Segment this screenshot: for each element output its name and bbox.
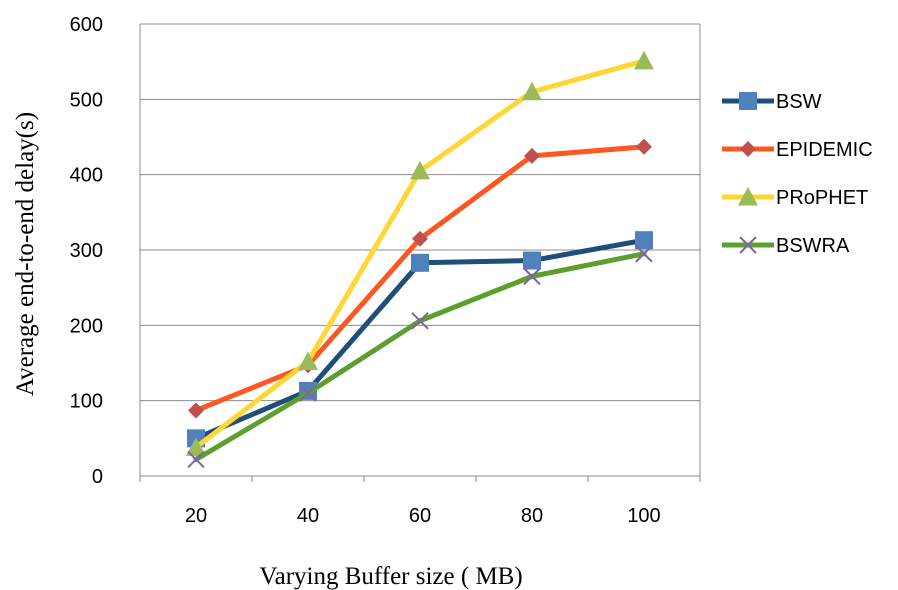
legend-item-bsw: BSW (722, 91, 822, 113)
y-tick-label: 100 (70, 391, 103, 413)
series-line (193, 144, 647, 413)
series-epidemic (188, 138, 652, 419)
x-tick-label: 40 (297, 505, 319, 527)
y-tick-label: 300 (70, 240, 103, 262)
grid-lines (140, 23, 700, 402)
y-tick-label: 200 (70, 315, 103, 337)
y-tick-label: 0 (92, 466, 103, 488)
y-tick-labels: 0 100 200 300 400 500 600 (70, 14, 103, 488)
x-tick-labels: 20 40 60 80 100 (185, 505, 661, 527)
y-tick-label: 600 (70, 14, 103, 36)
series-line (193, 251, 647, 462)
legend-label: EPIDEMIC (776, 139, 873, 161)
data-point (299, 384, 317, 402)
data-point (298, 351, 318, 370)
data-point (634, 50, 654, 70)
data-point (522, 81, 542, 101)
legend-label: BSW (776, 91, 822, 113)
x-tick-label: 20 (185, 505, 207, 527)
legend-item-prophet: PRoPHET (722, 187, 868, 209)
legend-item-epidemic: EPIDEMIC (722, 139, 873, 161)
series-bswra (187, 245, 653, 469)
legend-label: PRoPHET (776, 187, 868, 209)
data-point (636, 138, 652, 155)
legend-swatch-marker (739, 92, 757, 110)
y-axis-title: Average end-to-end delay(s) (12, 112, 39, 396)
series (186, 50, 654, 469)
data-point (523, 267, 541, 286)
legend-swatch-marker (738, 187, 758, 206)
x-tick-label: 80 (521, 505, 543, 527)
x-axis-title: Varying Buffer size ( MB) (259, 563, 522, 590)
data-point (410, 160, 430, 180)
data-point (635, 245, 653, 263)
x-tick-label: 100 (627, 505, 660, 527)
data-point (524, 147, 540, 164)
data-point (412, 230, 428, 247)
data-point (523, 251, 541, 270)
x-tick-label: 60 (409, 505, 431, 527)
data-point (186, 437, 206, 456)
y-tick-label: 500 (70, 89, 103, 111)
legend-swatch-marker (739, 236, 757, 254)
series-prophet (186, 50, 654, 456)
legend-item-bswra: BSWRA (722, 235, 850, 257)
data-point (411, 253, 429, 272)
legend: BSW EPIDEMIC PRoPHET BSWRA (722, 91, 873, 257)
data-point (411, 312, 429, 330)
data-point (187, 450, 205, 469)
legend-label: BSWRA (776, 235, 850, 257)
data-point (635, 231, 653, 250)
axes (139, 24, 701, 482)
data-point (188, 402, 204, 419)
legend-swatch-marker (740, 141, 756, 157)
y-tick-label: 400 (70, 165, 103, 187)
